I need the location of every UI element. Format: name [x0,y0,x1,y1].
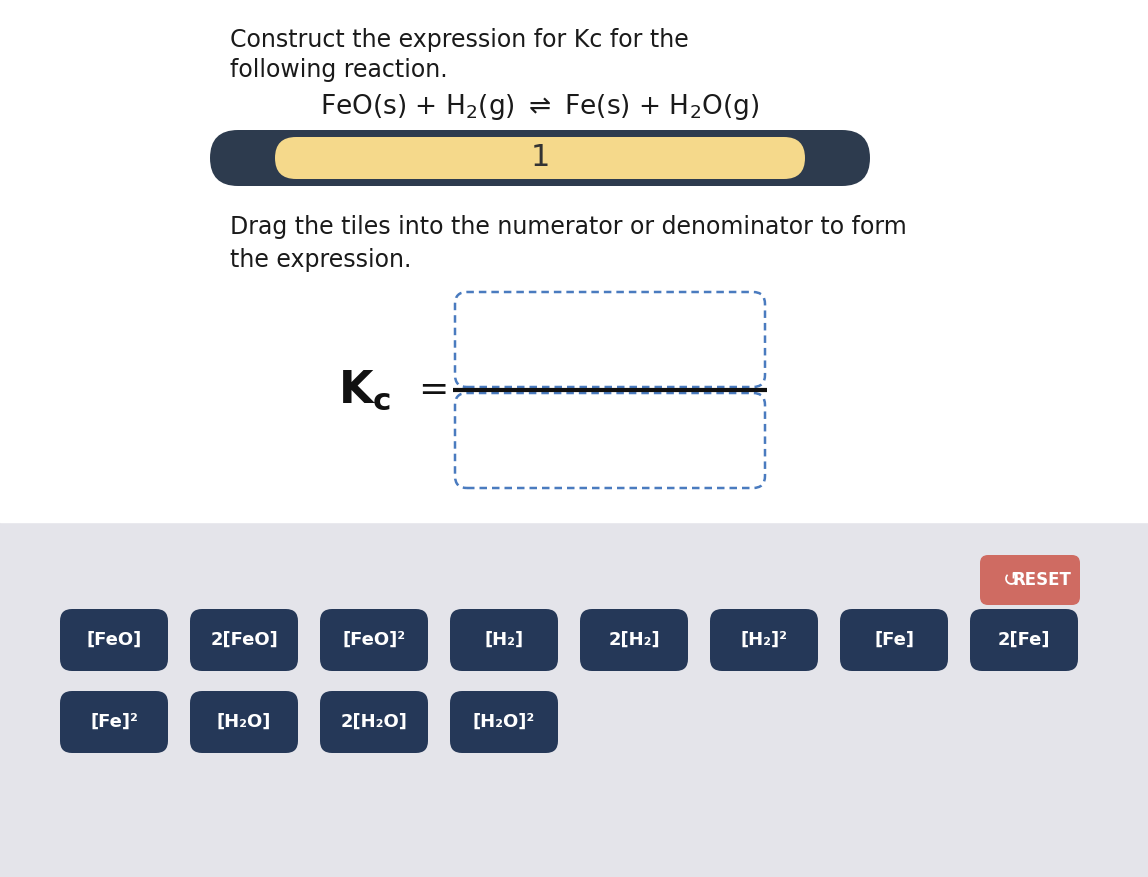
FancyBboxPatch shape [840,609,948,671]
Text: 2[H₂O]: 2[H₂O] [341,713,408,731]
FancyBboxPatch shape [210,130,870,186]
FancyBboxPatch shape [709,609,819,671]
Bar [0,0,1148,522]
FancyBboxPatch shape [191,691,298,753]
Text: 2[Fe]: 2[Fe] [998,631,1050,649]
Text: RESET: RESET [1013,571,1071,589]
Text: Drag the tiles into the numerator or denominator to form: Drag the tiles into the numerator or den… [230,215,907,239]
FancyBboxPatch shape [580,609,688,671]
Bar [0,522,1148,877]
Text: Construct the expression for Kc for the: Construct the expression for Kc for the [230,28,689,52]
FancyBboxPatch shape [191,609,298,671]
Text: the expression.: the expression. [230,248,411,272]
FancyBboxPatch shape [450,609,558,671]
Text: [FeO]²: [FeO]² [342,631,405,649]
Text: 1: 1 [530,144,550,173]
FancyBboxPatch shape [980,555,1080,605]
FancyBboxPatch shape [970,609,1078,671]
FancyBboxPatch shape [455,393,765,488]
FancyBboxPatch shape [276,137,805,179]
FancyBboxPatch shape [450,691,558,753]
FancyBboxPatch shape [455,292,765,387]
FancyBboxPatch shape [60,609,168,671]
Text: [Fe]: [Fe] [874,631,914,649]
Text: ↺: ↺ [1003,569,1021,589]
Text: [FeO]: [FeO] [86,631,141,649]
Text: FeO(s) + H$_2$(g) $\rightleftharpoons$ Fe(s) + H$_2$O(g): FeO(s) + H$_2$(g) $\rightleftharpoons$ F… [320,92,760,122]
Text: [Fe]²: [Fe]² [90,713,138,731]
Text: 2[H₂]: 2[H₂] [608,631,660,649]
FancyBboxPatch shape [60,691,168,753]
Text: [H₂O]²: [H₂O]² [473,713,535,731]
Text: =: = [418,373,448,407]
Text: [H₂]²: [H₂]² [740,631,788,649]
FancyBboxPatch shape [320,691,428,753]
Text: 2[FeO]: 2[FeO] [210,631,278,649]
Text: following reaction.: following reaction. [230,58,448,82]
Text: $\mathbf{K_c}$: $\mathbf{K_c}$ [339,368,391,411]
FancyBboxPatch shape [320,609,428,671]
Text: [H₂]: [H₂] [484,631,523,649]
Text: [H₂O]: [H₂O] [217,713,271,731]
